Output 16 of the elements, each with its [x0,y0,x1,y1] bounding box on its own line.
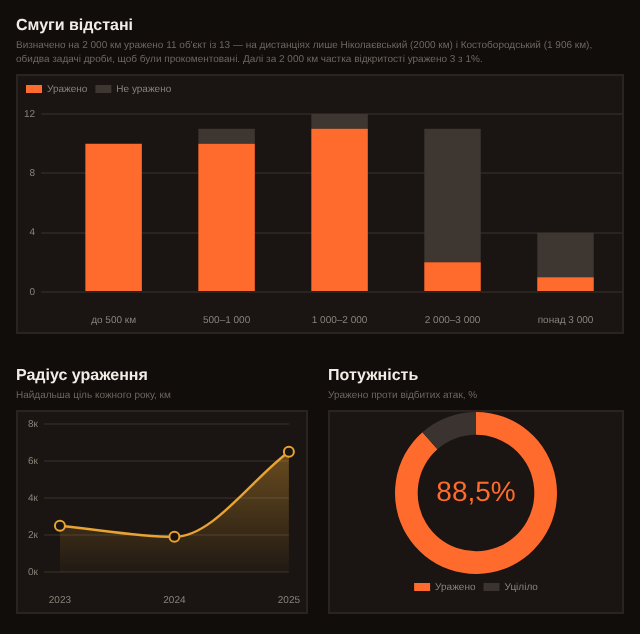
bar [311,128,368,291]
bar [424,128,481,263]
point [282,445,295,458]
bar [198,128,255,144]
bar [198,143,255,291]
chart-title: Смуги відстані [16,16,135,34]
point [53,519,66,532]
point [168,530,181,543]
chart-title: Радіус ураження [16,366,150,384]
bar [85,143,142,291]
chart-title: Потужність [328,366,421,384]
bar [311,114,368,129]
bar [424,262,481,291]
data-label: 88,5% [436,474,516,507]
bar [537,277,594,291]
bar [537,232,594,278]
